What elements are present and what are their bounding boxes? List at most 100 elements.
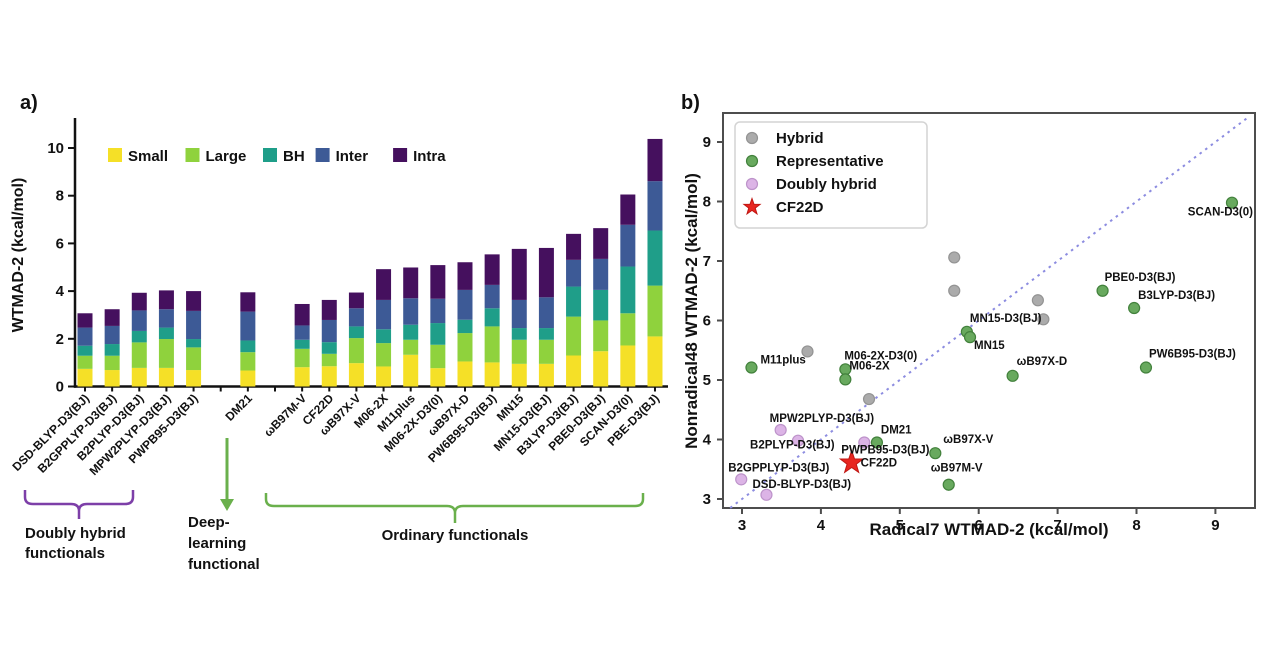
bar-segment bbox=[484, 362, 500, 387]
panel-a-bar-chart: 0246810DSD-BLYP-D3(BJ)B2GPPLYP-D3(BJ)B2P… bbox=[9, 118, 668, 523]
bar-segment bbox=[484, 326, 500, 363]
x-tick-label: 6 bbox=[975, 517, 983, 534]
bar-segment bbox=[348, 326, 364, 339]
scatter-point bbox=[774, 423, 787, 437]
legend-marker bbox=[745, 131, 759, 145]
point-label: MPW2PLYP-D3(BJ) bbox=[770, 413, 875, 425]
scatter-point bbox=[760, 488, 773, 501]
scatter-point bbox=[745, 361, 758, 374]
bar-segment bbox=[538, 247, 554, 298]
bar-segment bbox=[566, 233, 582, 260]
bar-segment bbox=[131, 292, 147, 311]
legend-label: Hybrid bbox=[776, 130, 824, 147]
scatter-point bbox=[1006, 369, 1019, 382]
bar-segment bbox=[403, 324, 419, 340]
bar-segment bbox=[647, 138, 663, 182]
bar-segment bbox=[566, 316, 582, 356]
bar-segment bbox=[511, 248, 527, 300]
bar-segment bbox=[647, 181, 663, 231]
annotation-ordinary-functionals: Ordinary functionals bbox=[305, 526, 605, 546]
bar-segment bbox=[593, 289, 609, 321]
scatter-point bbox=[1037, 313, 1050, 326]
bar-segment bbox=[457, 333, 473, 362]
bar-segment bbox=[403, 267, 419, 299]
bar-segment bbox=[620, 224, 636, 267]
bar-segment bbox=[376, 366, 392, 387]
bar-segment bbox=[647, 285, 663, 337]
scatter-point bbox=[801, 345, 814, 358]
point-label: PW6B95-D3(BJ) bbox=[1149, 349, 1236, 361]
bar-segment bbox=[593, 258, 609, 290]
scatter-point bbox=[735, 473, 748, 486]
bar-segment bbox=[321, 299, 337, 320]
bar-segment bbox=[104, 355, 120, 371]
bar-segment bbox=[77, 355, 93, 369]
scatter-point bbox=[862, 392, 876, 406]
panel-b-scatter-chart: 3 4 5 6 7 8 9 3 4 5 6 7 8 9 M11plus M06-2X-D3(0)M06-2X D… bbox=[703, 112, 1256, 534]
bar-segment bbox=[403, 354, 419, 387]
legend-swatch bbox=[315, 148, 330, 162]
bar-segment bbox=[77, 368, 93, 387]
bar-segment bbox=[186, 370, 202, 387]
y-tick-label: 4 bbox=[56, 283, 65, 300]
bar-segment bbox=[321, 319, 337, 343]
annotation-line: functional bbox=[188, 556, 260, 573]
bar-segment bbox=[186, 310, 202, 340]
bar-segment bbox=[511, 363, 527, 387]
bar-segment bbox=[240, 292, 256, 312]
identity-line bbox=[729, 116, 1250, 509]
point-label: B3LYP-D3(BJ) bbox=[1138, 290, 1215, 302]
bar-segment bbox=[457, 262, 473, 290]
scatter-point bbox=[791, 434, 805, 447]
scatter-point bbox=[1096, 284, 1109, 297]
scatter-point bbox=[1031, 294, 1044, 307]
point-label: MN15-D3(BJ) bbox=[970, 313, 1042, 325]
bar-segment bbox=[647, 230, 663, 286]
point-label: ωB97M-V bbox=[931, 463, 983, 475]
bar-segment bbox=[647, 336, 663, 387]
ordinary-functionals-brace bbox=[264, 493, 645, 523]
x-tick-label: 4 bbox=[817, 517, 826, 534]
bar-segment bbox=[348, 292, 364, 309]
legend-label: CF22D bbox=[776, 199, 824, 216]
deep-learning-arrow-head bbox=[220, 499, 234, 511]
bar-segment bbox=[538, 363, 554, 387]
legend-swatch bbox=[393, 148, 408, 162]
bar-segment bbox=[240, 340, 256, 353]
panel-b-y-axis-label: Nonradical48 WTMAD-2 (kcal/mol) bbox=[682, 173, 701, 449]
annotation-line: Doubly hybrid bbox=[25, 525, 126, 542]
bar-segment bbox=[131, 367, 147, 387]
bar-segment bbox=[158, 290, 174, 310]
x-tick-label: 7 bbox=[1053, 517, 1061, 534]
y-tick-label: 5 bbox=[703, 372, 711, 389]
bar-segment bbox=[620, 266, 636, 314]
point-label: CF22D bbox=[861, 458, 897, 470]
point-label: B2PLYP-D3(BJ) bbox=[750, 440, 835, 452]
bar-segment bbox=[593, 351, 609, 387]
bar-segment bbox=[511, 299, 527, 329]
bar-segment bbox=[240, 352, 256, 371]
panel-b-letter: b) bbox=[681, 92, 700, 114]
bar-segment bbox=[131, 342, 147, 368]
bar-segment bbox=[538, 297, 554, 329]
legend-marker bbox=[745, 177, 759, 191]
scatter-point bbox=[1128, 301, 1141, 315]
bar-segment bbox=[403, 298, 419, 325]
bar-segment bbox=[484, 254, 500, 285]
bar-segment bbox=[77, 327, 93, 346]
scatter-point bbox=[858, 436, 871, 449]
scatter-point bbox=[942, 478, 955, 491]
bar-segment bbox=[240, 311, 256, 341]
legend-swatch bbox=[108, 148, 122, 162]
panel-a-y-axis-label: WTMAD-2 (kcal/mol) bbox=[10, 177, 27, 333]
bar-segment bbox=[376, 343, 392, 367]
legend-marker bbox=[745, 154, 759, 168]
bar-segment bbox=[430, 344, 446, 369]
scatter-point bbox=[1139, 361, 1153, 374]
bar-segment bbox=[348, 338, 364, 364]
y-tick-label: 6 bbox=[56, 235, 64, 252]
bar-segment bbox=[321, 353, 337, 367]
y-tick-label: 0 bbox=[56, 379, 64, 396]
bar-segment bbox=[430, 368, 446, 387]
bar-segment bbox=[593, 228, 609, 259]
